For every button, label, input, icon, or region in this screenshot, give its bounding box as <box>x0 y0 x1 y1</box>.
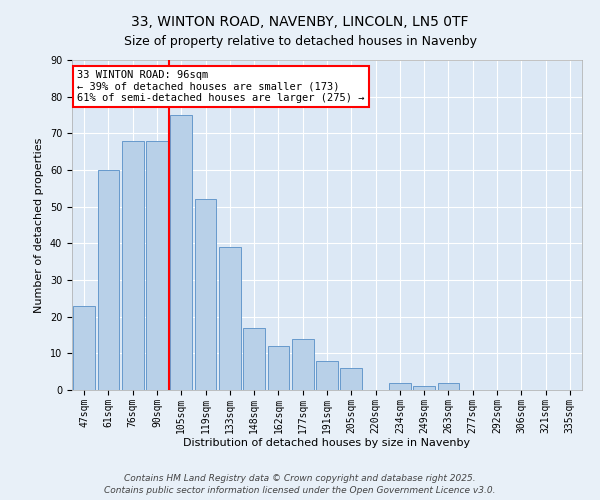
Bar <box>413 386 435 390</box>
Bar <box>219 247 241 390</box>
Bar <box>268 346 289 390</box>
Y-axis label: Number of detached properties: Number of detached properties <box>34 138 44 312</box>
Bar <box>146 140 168 390</box>
Text: Contains HM Land Registry data © Crown copyright and database right 2025.
Contai: Contains HM Land Registry data © Crown c… <box>104 474 496 495</box>
Bar <box>437 382 460 390</box>
Text: 33, WINTON ROAD, NAVENBY, LINCOLN, LN5 0TF: 33, WINTON ROAD, NAVENBY, LINCOLN, LN5 0… <box>131 15 469 29</box>
Bar <box>316 360 338 390</box>
Bar <box>170 115 192 390</box>
Bar <box>194 200 217 390</box>
X-axis label: Distribution of detached houses by size in Navenby: Distribution of detached houses by size … <box>184 438 470 448</box>
Bar <box>122 140 143 390</box>
Bar <box>73 306 95 390</box>
Text: 33 WINTON ROAD: 96sqm
← 39% of detached houses are smaller (173)
61% of semi-det: 33 WINTON ROAD: 96sqm ← 39% of detached … <box>77 70 365 103</box>
Text: Size of property relative to detached houses in Navenby: Size of property relative to detached ho… <box>124 35 476 48</box>
Bar <box>389 382 411 390</box>
Bar <box>340 368 362 390</box>
Bar <box>292 338 314 390</box>
Bar <box>243 328 265 390</box>
Bar <box>97 170 119 390</box>
